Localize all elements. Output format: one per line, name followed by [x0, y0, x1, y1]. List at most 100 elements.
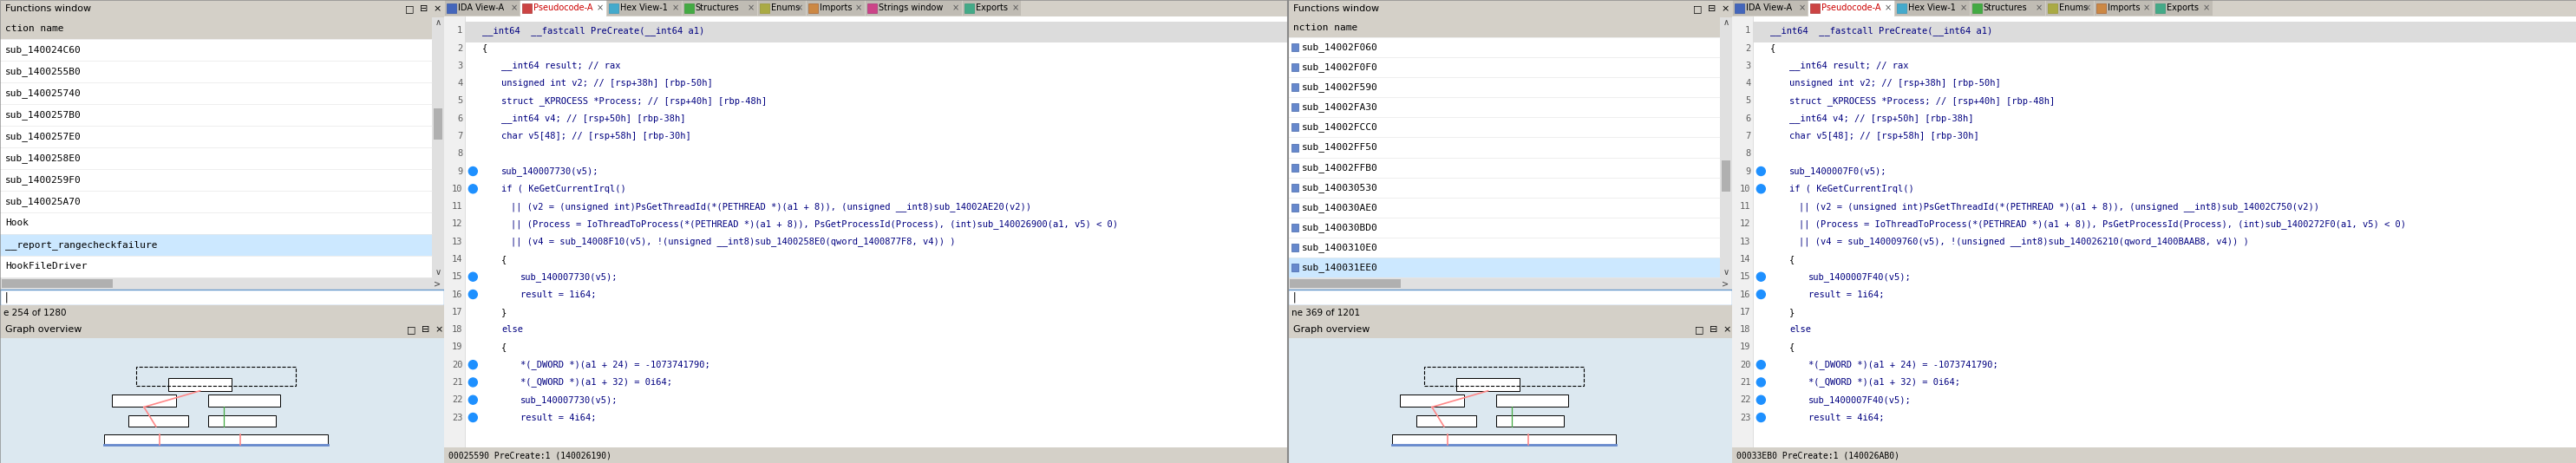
Text: ×: ×	[1012, 4, 1018, 13]
Bar	[0, 321, 443, 338]
Bar	[1288, 17, 1721, 38]
Text: sub_1400007F0(v5);: sub_1400007F0(v5);	[1790, 167, 1888, 176]
Text: Exports: Exports	[976, 4, 1007, 13]
Text: 12: 12	[1739, 219, 1752, 228]
Text: sub_14002F0F0: sub_14002F0F0	[1301, 63, 1378, 72]
Text: __int64 v4; // [rsp+50h] [rbp-38h]: __int64 v4; // [rsp+50h] [rbp-38h]	[1790, 114, 1973, 123]
Bar	[433, 108, 443, 139]
Text: ∧: ∧	[435, 18, 440, 27]
Bar	[3, 279, 113, 288]
Text: sub_1400257B0: sub_1400257B0	[5, 110, 82, 119]
Text: |: |	[1291, 292, 1298, 303]
Text: 6: 6	[456, 114, 464, 123]
Text: if ( KeGetCurrentIrql(): if ( KeGetCurrentIrql()	[502, 185, 626, 193]
Text: 1: 1	[456, 26, 464, 35]
Text: ×: ×	[2035, 4, 2043, 13]
Text: __int64 v4; // [rsp+50h] [rbp-38h]: __int64 v4; // [rsp+50h] [rbp-38h]	[502, 114, 685, 123]
Circle shape	[1757, 395, 1765, 404]
Text: }: }	[1790, 307, 1795, 316]
Bar	[1291, 263, 1298, 271]
Text: result = 1i64;: result = 1i64;	[520, 290, 598, 299]
Bar	[1731, 17, 2576, 447]
Text: sub_140025A70: sub_140025A70	[5, 197, 82, 206]
Bar	[137, 367, 296, 386]
Text: __int64  __fastcall PreCreate(__int64 a1): __int64 __fastcall PreCreate(__int64 a1)	[482, 26, 706, 35]
Text: ×: ×	[855, 4, 863, 13]
Text: >: >	[433, 279, 440, 288]
Text: ∧: ∧	[1723, 18, 1728, 27]
Bar	[523, 3, 533, 13]
Text: 00033EB0 PreCreate:1 (140026AB0): 00033EB0 PreCreate:1 (140026AB0)	[1736, 451, 1899, 460]
Circle shape	[469, 290, 477, 299]
Text: ×: ×	[953, 4, 958, 13]
Text: ction name: ction name	[5, 24, 64, 32]
Bar	[963, 0, 1020, 16]
Bar	[1291, 224, 1298, 232]
Circle shape	[1757, 413, 1765, 422]
Text: sub_140025740: sub_140025740	[5, 88, 82, 98]
Text: □: □	[1692, 4, 1703, 13]
Text: sub_1400007F40(v5);: sub_1400007F40(v5);	[1808, 272, 1911, 282]
Text: *(_QWORD *)(a1 + 32) = 0i64;: *(_QWORD *)(a1 + 32) = 0i64;	[520, 378, 672, 387]
Bar	[760, 3, 770, 13]
Bar	[683, 0, 757, 16]
Bar	[1896, 0, 1971, 16]
Bar	[1811, 3, 1821, 13]
Text: __int64 result; // rax: __int64 result; // rax	[1790, 61, 1909, 70]
Bar	[1497, 394, 1569, 407]
Text: sub_1400258E0: sub_1400258E0	[5, 154, 82, 163]
Text: sub_14002FF50: sub_14002FF50	[1301, 143, 1378, 152]
Text: 21: 21	[451, 378, 464, 387]
Text: *(_DWORD *)(a1 + 24) = -1073741790;: *(_DWORD *)(a1 + 24) = -1073741790;	[520, 360, 711, 369]
Bar	[1288, 305, 1731, 321]
Bar	[2154, 0, 2213, 16]
Text: Enums: Enums	[2058, 4, 2087, 13]
Text: sub_14002F590: sub_14002F590	[1301, 82, 1378, 92]
Text: 20: 20	[451, 360, 464, 369]
Bar	[0, 0, 1288, 463]
Text: {: {	[482, 44, 487, 52]
Text: 20: 20	[1739, 360, 1752, 369]
Text: sub_140031EE0: sub_140031EE0	[1301, 263, 1378, 272]
Text: ⊟: ⊟	[422, 325, 430, 334]
Text: result = 1i64;: result = 1i64;	[1808, 290, 1886, 299]
Text: {: {	[502, 343, 507, 351]
Bar	[1455, 378, 1520, 391]
Text: 17: 17	[1739, 307, 1752, 316]
Bar	[0, 234, 433, 256]
Text: 15: 15	[1739, 272, 1752, 281]
Text: 2: 2	[1744, 44, 1752, 52]
Text: ×: ×	[1798, 4, 1806, 13]
Bar	[2097, 3, 2105, 13]
Circle shape	[1757, 360, 1765, 369]
Text: >: >	[1721, 279, 1728, 288]
Text: Hex View-1: Hex View-1	[1909, 4, 1955, 13]
Bar	[0, 17, 433, 39]
Bar	[1731, 17, 1754, 447]
Text: __int64 result; // rax: __int64 result; // rax	[502, 61, 621, 70]
Text: 10: 10	[451, 185, 464, 193]
Bar	[1291, 204, 1298, 211]
Bar	[1399, 394, 1463, 407]
Text: ⊟: ⊟	[1710, 325, 1718, 334]
Text: 13: 13	[1739, 237, 1752, 246]
Text: }: }	[502, 307, 507, 316]
Text: else: else	[502, 325, 523, 334]
Bar	[1291, 44, 1298, 51]
Text: 3: 3	[1744, 62, 1752, 70]
Circle shape	[469, 272, 477, 281]
Text: 21: 21	[1739, 378, 1752, 387]
Text: || (Process = IoThreadToProcess(*(PETHREAD *)(a1 + 8)), PsGetProcessId(Process),: || (Process = IoThreadToProcess(*(PETHRE…	[1798, 219, 2406, 229]
Text: 23: 23	[1739, 413, 1752, 422]
Bar	[2045, 0, 2094, 16]
Text: || (Process = IoThreadToProcess(*(PETHREAD *)(a1 + 8)), PsGetProcessId(Process),: || (Process = IoThreadToProcess(*(PETHRE…	[510, 219, 1118, 229]
Text: char v5[48]; // [rsp+58h] [rbp-30h]: char v5[48]; // [rsp+58h] [rbp-30h]	[502, 132, 690, 140]
Bar	[111, 394, 175, 407]
Text: 22: 22	[451, 395, 464, 404]
Text: 17: 17	[451, 307, 464, 316]
Text: □: □	[407, 325, 415, 334]
Text: sub_140007730(v5);: sub_140007730(v5);	[520, 272, 618, 282]
Text: ∨: ∨	[435, 268, 440, 276]
Text: e 254 of 1280: e 254 of 1280	[3, 309, 67, 317]
Text: result = 4i64;: result = 4i64;	[520, 413, 598, 422]
